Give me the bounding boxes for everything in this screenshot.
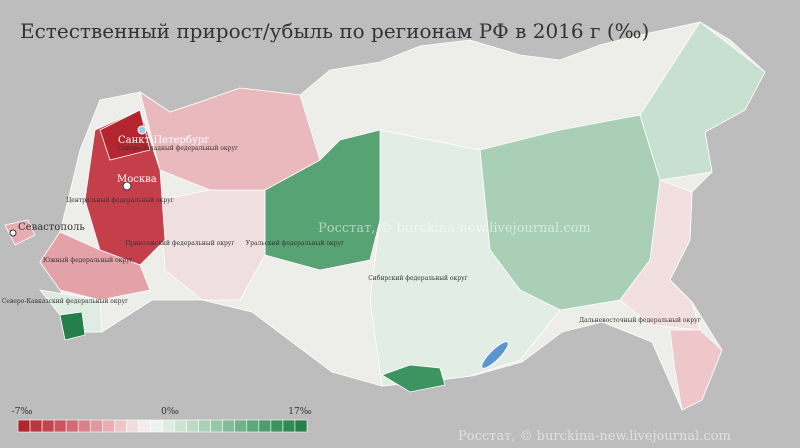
legend-swatch bbox=[174, 419, 187, 433]
legend-swatch bbox=[41, 419, 55, 433]
legend-swatch bbox=[198, 419, 211, 433]
legend-swatch bbox=[186, 419, 199, 433]
map-title: Естественный прирост/убыль по регионам Р… bbox=[20, 19, 649, 43]
district-label: Сибирский федеральный округ bbox=[368, 275, 468, 282]
district-label: Дальневосточный федеральный округ bbox=[579, 317, 701, 324]
dagestan bbox=[59, 311, 86, 341]
legend-label: 0‰ bbox=[161, 407, 179, 417]
legend-swatch bbox=[150, 419, 163, 433]
city-label: Москва bbox=[117, 174, 157, 185]
legend-swatch bbox=[162, 419, 175, 433]
legend-label: 17‰ bbox=[288, 407, 312, 417]
legend-swatch bbox=[222, 419, 236, 433]
city-marker bbox=[9, 229, 17, 237]
legend-swatch bbox=[258, 419, 272, 433]
legend-swatch bbox=[138, 419, 151, 433]
regions bbox=[4, 21, 766, 411]
city-label: Севастополь bbox=[18, 222, 85, 233]
city-markers bbox=[9, 125, 147, 237]
tuva bbox=[381, 364, 446, 393]
legend: -7‰ 0‰ 17‰ bbox=[12, 407, 312, 433]
city-marker bbox=[137, 125, 147, 135]
siberia bbox=[369, 129, 561, 387]
legend-swatch bbox=[114, 419, 127, 433]
crimea bbox=[4, 219, 36, 246]
legend-swatch bbox=[282, 419, 296, 433]
legend-swatch bbox=[77, 419, 91, 433]
district-label: Северо-Кавказский федеральный округ bbox=[2, 298, 128, 305]
legend-swatch bbox=[270, 419, 284, 433]
legend-swatch bbox=[294, 419, 308, 433]
district-label: Южный федеральный округ bbox=[43, 257, 133, 264]
south bbox=[39, 231, 151, 301]
legend-swatch bbox=[17, 419, 31, 433]
legend-swatch bbox=[89, 419, 103, 433]
watermark: Росстат, © burckina-new.livejournal.com bbox=[318, 221, 591, 236]
khabarovsk bbox=[619, 179, 701, 331]
district-label: Уральский федеральный округ bbox=[246, 240, 344, 247]
legend-swatch bbox=[210, 419, 224, 433]
district-label: Приволжский федеральный округ bbox=[126, 240, 235, 247]
district-label: Центральный федеральный округ bbox=[66, 197, 174, 204]
city-marker bbox=[122, 181, 132, 191]
legend-label: -7‰ bbox=[12, 407, 33, 417]
north-caucasus bbox=[39, 289, 103, 333]
legend-swatch bbox=[101, 419, 115, 433]
watermark: Росстат, © burckina-new.livejournal.com bbox=[458, 429, 731, 444]
district-label: Северо-Западный федеральный округ bbox=[118, 145, 238, 152]
chukotka bbox=[639, 21, 766, 181]
legend-swatch bbox=[53, 419, 67, 433]
city-label: Санкт-Петербург bbox=[118, 135, 209, 146]
primorye bbox=[669, 329, 723, 411]
ural bbox=[264, 129, 381, 271]
legend-swatch bbox=[29, 419, 43, 433]
north-west bbox=[139, 87, 321, 191]
legend-swatch bbox=[246, 419, 260, 433]
lake-baikal bbox=[481, 341, 509, 369]
leningrad bbox=[99, 109, 151, 161]
legend-swatch bbox=[65, 419, 79, 433]
legend-swatch bbox=[126, 419, 139, 433]
legend-swatch bbox=[234, 419, 248, 433]
